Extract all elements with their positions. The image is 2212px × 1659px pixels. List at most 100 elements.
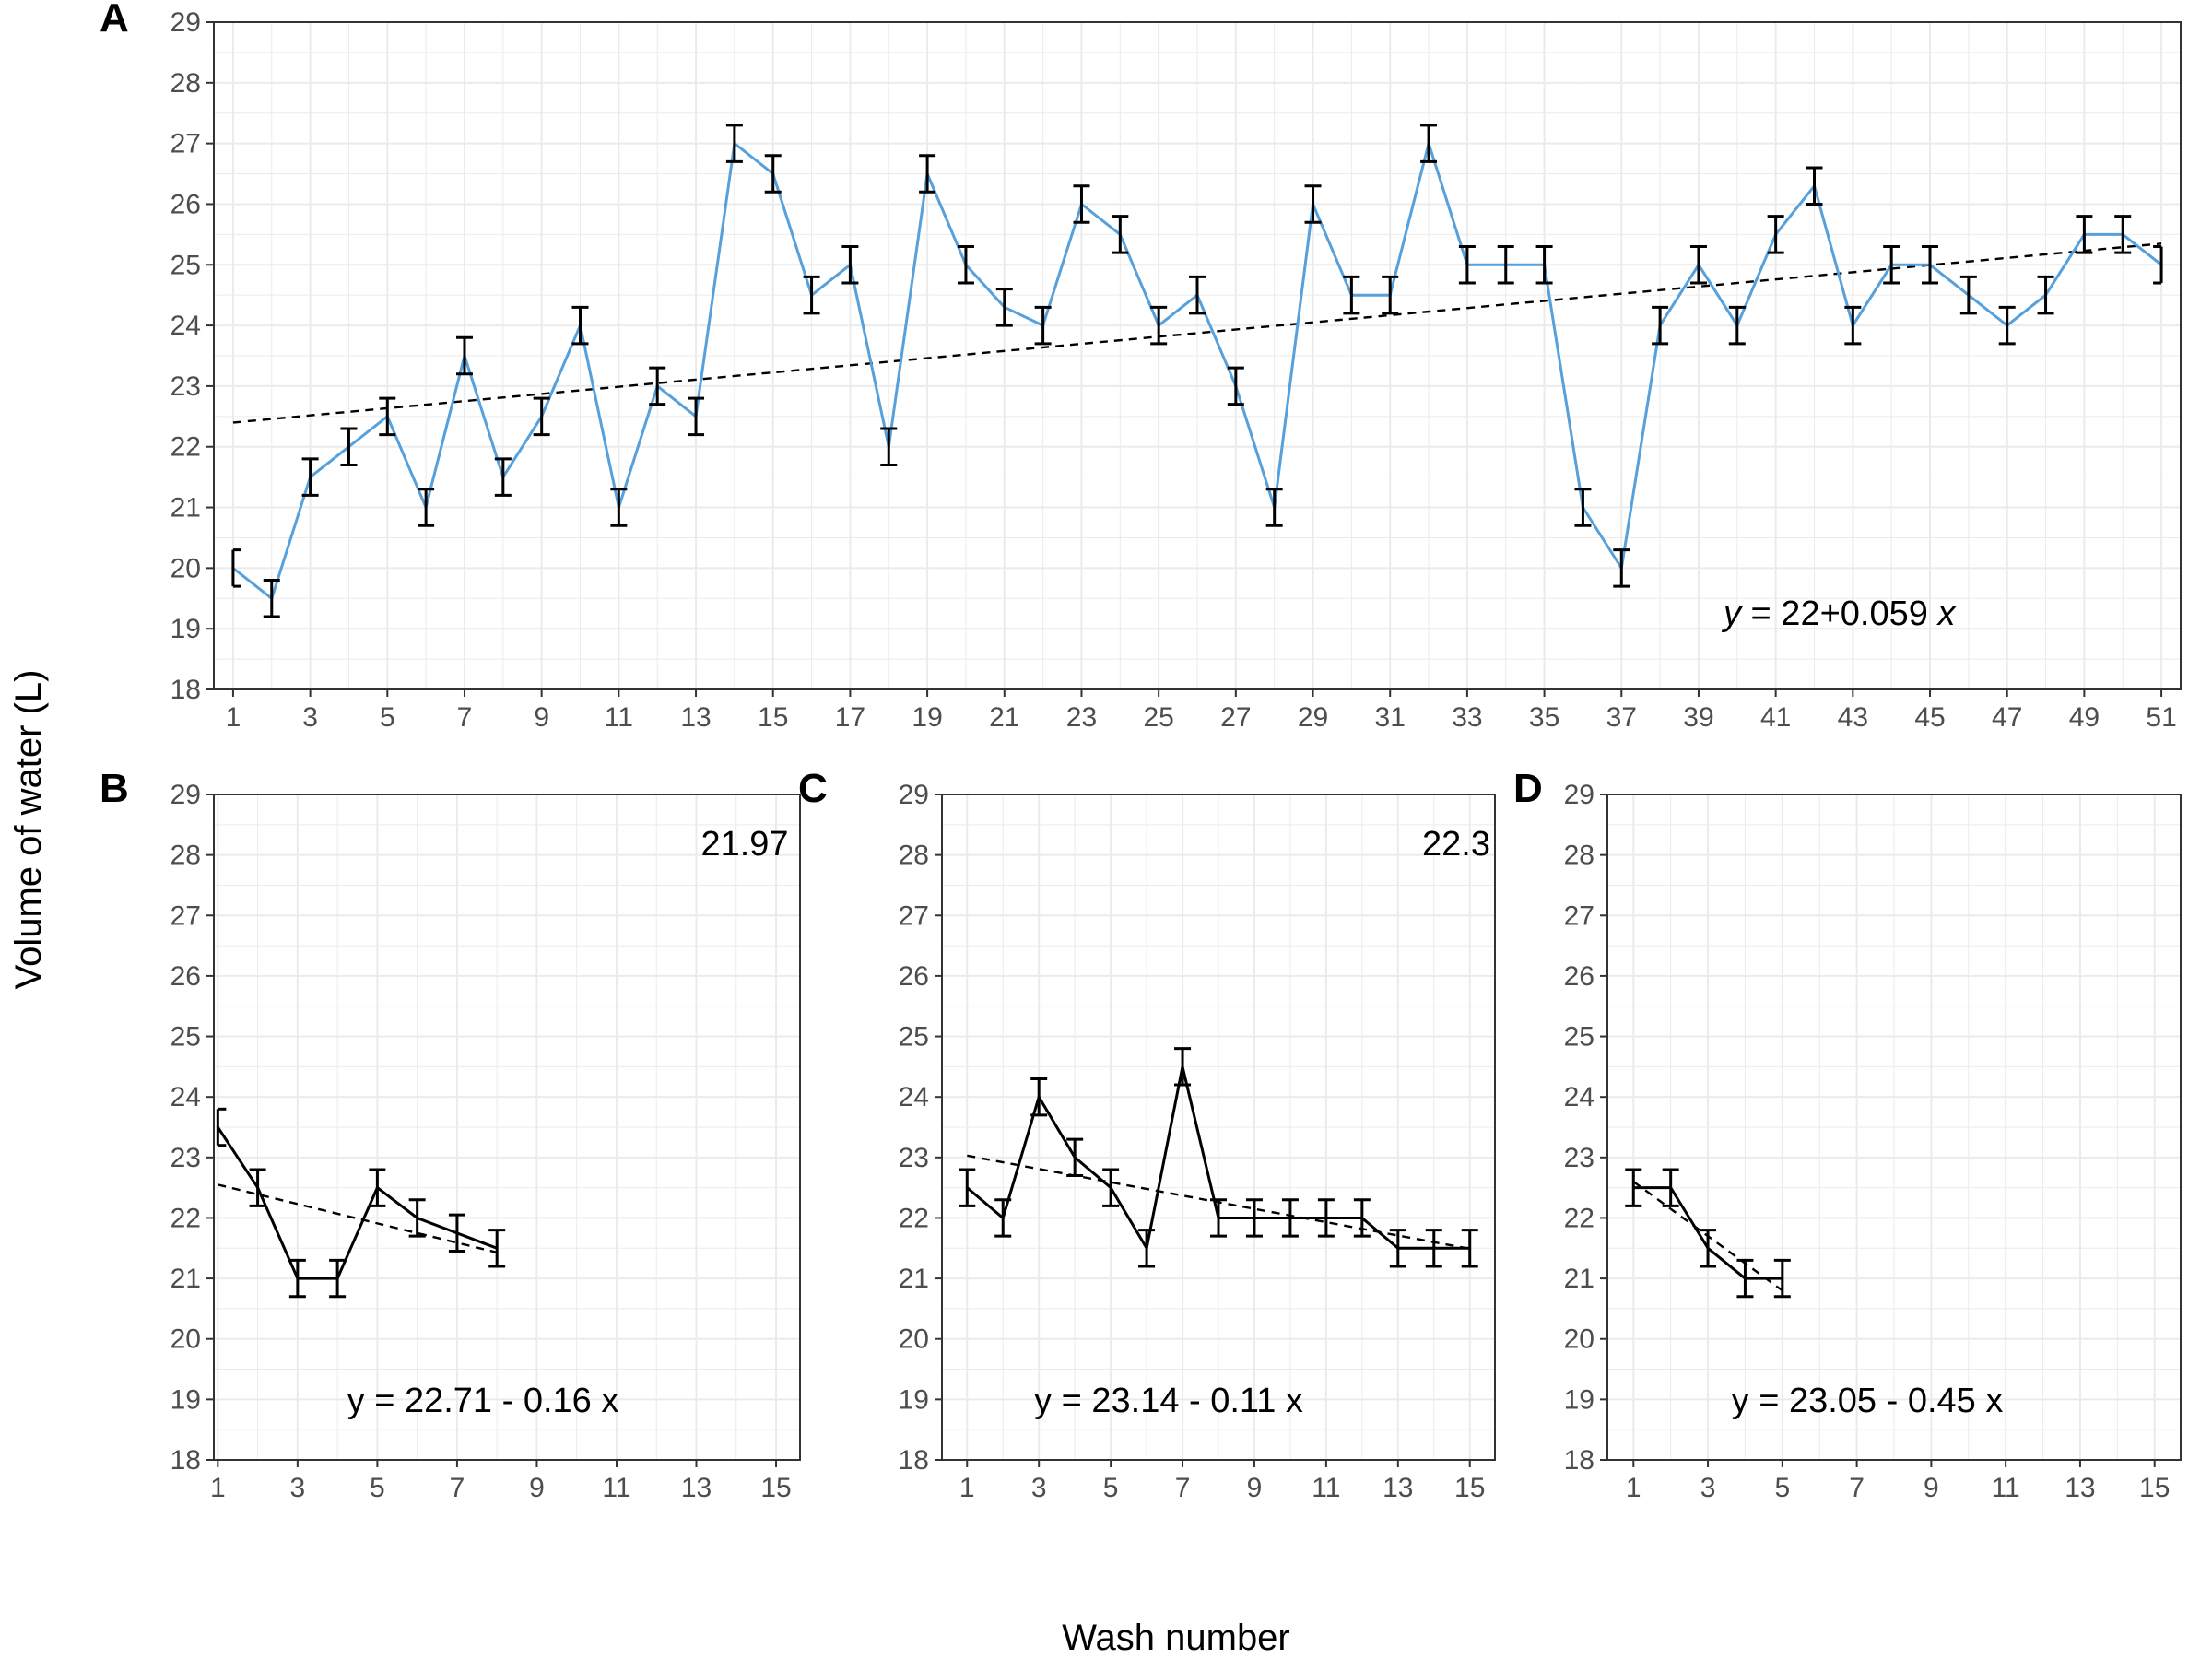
x-tick-label: 11 [1312,1473,1340,1503]
x-tick-label: 7 [450,1473,465,1503]
error-bar [494,457,512,497]
y-tick-label: 27 [171,129,201,159]
x-tick-label: 11 [605,702,633,733]
y-tick-label: 26 [1564,961,1594,992]
trend-line [232,242,2162,424]
y-tick-label: 19 [171,1384,201,1415]
error-bar [418,488,435,527]
x-tick-label: 3 [302,702,318,733]
error-bar [1767,215,1784,254]
y-tick-label: 26 [171,189,201,219]
y-tick-label: 26 [899,961,929,992]
y-tick-label: 25 [1564,1022,1594,1053]
error-bar [1281,1198,1299,1238]
x-tick-label: 19 [912,702,942,733]
y-tick-label: 20 [899,1324,929,1355]
error-bar [1102,1168,1120,1207]
error-bar [610,488,628,527]
y-tick-label: 28 [171,841,201,871]
x-tick-label: 23 [1066,702,1097,733]
y-tick-label: 23 [171,371,201,402]
x-tick-label: 33 [1452,702,1482,733]
y-tick-label: 25 [171,250,201,280]
x-tick-label: 13 [2065,1473,2095,1503]
error-bar [488,1229,506,1268]
error-bar [1073,184,1090,224]
error-bar [1210,1198,1227,1238]
y-tick-label: 18 [171,675,201,705]
x-tick-label: 1 [1626,1473,1641,1503]
x-tick-label: 7 [1849,1473,1865,1503]
x-tick-label: 5 [1103,1473,1119,1503]
error-bar [1535,245,1553,285]
panel-annotation: 21.97 [700,825,788,864]
error-bar [1613,548,1630,588]
error-bar [1998,305,2016,346]
y-tick-label: 27 [1564,900,1594,931]
y-tick-label: 27 [899,900,929,931]
error-bar [1425,1229,1442,1268]
y-tick-label: 29 [899,780,929,810]
error-bar [340,427,358,466]
error-bar [249,1168,266,1207]
error-bar [2114,215,2132,254]
y-tick-label: 29 [1564,780,1594,810]
error-bar [1138,1229,1156,1268]
error-bar [1066,1137,1084,1178]
y-tick-label: 24 [171,1082,201,1112]
x-tick-label: 13 [681,1473,712,1503]
x-axis-title: Wash number [1062,1618,1290,1658]
x-tick-label: 49 [2069,702,2100,733]
error-bar [301,457,319,497]
y-tick-label: 26 [171,961,201,992]
y-tick-label: 21 [899,1264,929,1294]
trend-line [218,1183,498,1254]
error-bar [2037,275,2054,315]
y-tick-label: 21 [171,493,201,524]
x-tick-label: 5 [370,1473,385,1503]
error-bar [288,1258,306,1299]
x-tick-label: 1 [210,1473,226,1503]
equation-part: 0.059 [1841,594,1928,633]
y-tick-label: 21 [1564,1264,1594,1294]
error-bar [959,1168,976,1207]
error-bar [1959,275,1977,315]
equation-part: x [1936,594,1957,633]
error-bar [1030,1077,1048,1117]
x-tick-label: 9 [1924,1473,1939,1503]
y-tick-label: 18 [899,1445,929,1476]
error-bar [1353,1198,1371,1238]
y-tick-label: 21 [171,1264,201,1294]
x-tick-label: 15 [1454,1473,1485,1503]
x-tick-label: 1 [959,1473,975,1503]
panel-border [1606,794,2182,1461]
x-tick-label: 11 [1992,1473,2020,1503]
x-tick-label: 7 [457,702,473,733]
y-tick-label: 22 [899,1203,929,1233]
error-bar [1736,1258,1754,1299]
error-bar [1389,1229,1406,1268]
error-bar [1343,275,1360,315]
equation-part: = 22 [1741,594,1820,633]
error-bar [1922,245,1939,285]
panel-border [213,794,801,1461]
error-bar [994,1198,1012,1238]
error-bar [455,335,473,376]
error-bar [2076,215,2093,254]
error-bar [803,275,820,315]
error-bar [725,124,743,163]
y-tick-label: 22 [171,1203,201,1233]
error-bar [1806,166,1823,206]
error-bar [571,305,589,346]
error-bar [379,396,396,437]
x-tick-label: 41 [1760,702,1791,733]
y-tick-label: 27 [171,900,201,931]
error-bar [1265,488,1283,527]
x-tick-label: 51 [2146,702,2176,733]
error-bar [919,154,936,194]
error-bar [1304,184,1322,224]
x-tick-label: 27 [1220,702,1251,733]
